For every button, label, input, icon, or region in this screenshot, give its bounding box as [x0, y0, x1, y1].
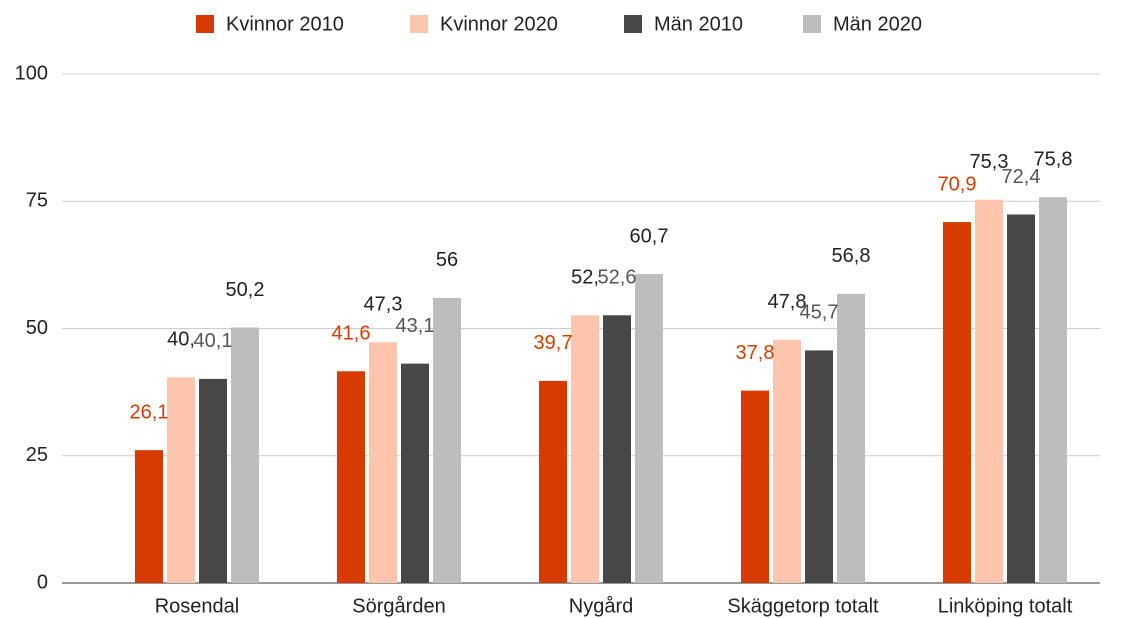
- bar: [433, 297, 461, 583]
- data-label: 70,9: [938, 173, 977, 195]
- data-label: 56: [436, 249, 458, 271]
- bar: [135, 450, 163, 583]
- bar: [635, 274, 663, 583]
- data-label: 75,8: [1034, 148, 1073, 170]
- legend-label: Kvinnor 2020: [440, 13, 558, 35]
- legend-swatch: [410, 15, 428, 33]
- bar: [539, 380, 567, 583]
- legend-swatch: [196, 15, 214, 33]
- data-label: 47,8: [768, 291, 807, 313]
- y-tick-label: 75: [26, 190, 48, 212]
- data-label: 75,3: [970, 151, 1009, 173]
- bar: [837, 293, 865, 583]
- legend-swatch: [624, 15, 642, 33]
- bar: [1039, 197, 1067, 584]
- y-tick-label: 100: [15, 62, 48, 84]
- y-tick-label: 0: [37, 571, 48, 593]
- legend-swatch: [803, 15, 821, 33]
- data-label: 47,3: [364, 294, 403, 316]
- data-label: 26,1: [130, 401, 169, 423]
- x-tick-label: Nygård: [569, 595, 633, 617]
- bar: [337, 371, 365, 583]
- bar: [571, 315, 599, 583]
- data-label: 43,1: [396, 315, 435, 337]
- bar: [1007, 214, 1035, 583]
- data-label: 41,6: [332, 323, 371, 345]
- x-tick-label: Sörgården: [352, 595, 445, 617]
- data-label: 50,2: [226, 279, 265, 301]
- data-label: 37,8: [736, 342, 775, 364]
- bar: [805, 350, 833, 583]
- y-tick-label: 50: [26, 317, 48, 339]
- legend-label: Män 2020: [833, 13, 922, 35]
- bar: [167, 377, 195, 583]
- bar: [943, 222, 971, 583]
- data-label: 72,4: [1002, 166, 1041, 188]
- bar: [231, 327, 259, 583]
- x-tick-label: Skäggetorp totalt: [727, 595, 879, 617]
- data-label: 52,: [571, 267, 599, 289]
- bar: [369, 342, 397, 583]
- x-tick-label: Rosendal: [155, 595, 240, 617]
- data-label: 60,7: [630, 225, 669, 247]
- data-label: 56,8: [832, 245, 871, 267]
- legend-label: Kvinnor 2010: [226, 13, 344, 35]
- bar: [199, 378, 227, 583]
- bar: [741, 390, 769, 583]
- bar: [603, 315, 631, 583]
- x-tick-label: Linköping totalt: [938, 595, 1073, 617]
- data-label: 52,6: [598, 267, 637, 289]
- data-label: 40,: [167, 329, 195, 351]
- data-label: 39,7: [534, 332, 573, 354]
- bar: [975, 199, 1003, 583]
- bar: [773, 339, 801, 583]
- data-label: 40,1: [194, 330, 233, 352]
- data-label: 45,7: [800, 302, 839, 324]
- y-tick-label: 25: [26, 444, 48, 466]
- bar: [401, 363, 429, 583]
- legend-label: Män 2010: [654, 13, 743, 35]
